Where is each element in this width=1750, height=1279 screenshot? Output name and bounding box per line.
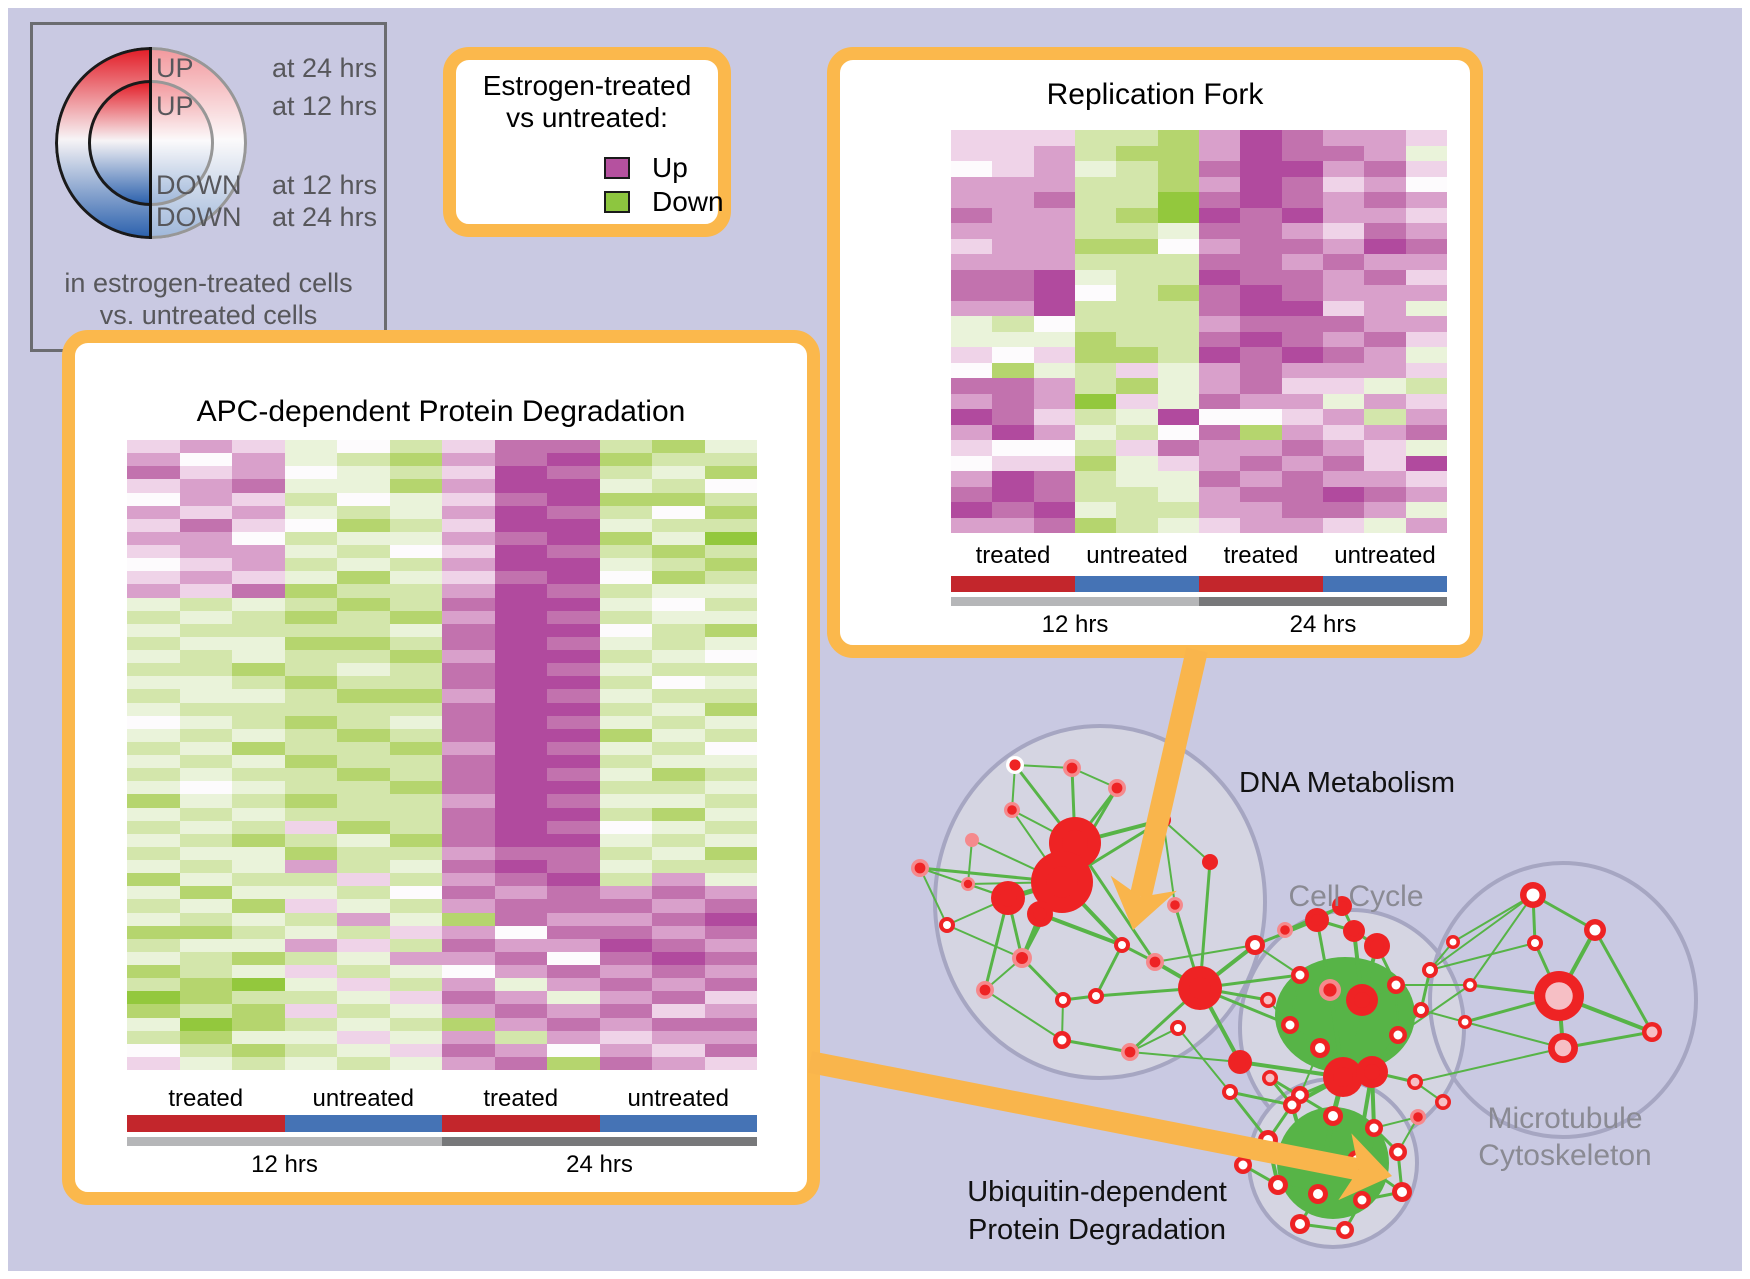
- apc-title: APC-dependent Protein Degradation: [196, 395, 686, 428]
- rf-group-labels: treated untreated treated untreated: [951, 542, 1447, 570]
- rf-time-labels: 12 hrs 24 hrs: [951, 611, 1447, 641]
- rf-group-treated-24: treated: [1223, 542, 1299, 569]
- rf-group-treated-12: treated: [975, 542, 1051, 569]
- ring-label-at24: at 24 hrs: [272, 53, 378, 83]
- ring-label-down12: DOWN: [156, 170, 242, 200]
- apc-group-treated-12: treated: [168, 1085, 244, 1112]
- replication-fork-panel: Replication Fork treated untreated treat…: [827, 47, 1483, 658]
- apc-time-bar: [127, 1137, 757, 1146]
- ring-label-at24b: at 24 hrs: [272, 202, 378, 232]
- apc-group-untreated-24: untreated: [627, 1085, 729, 1112]
- up-color-swatch: [604, 157, 630, 179]
- ring-label-at12b: at 12 hrs: [272, 170, 378, 200]
- ring-label-down24: DOWN: [156, 202, 242, 232]
- rf-group-untreated-12: untreated: [1086, 542, 1188, 569]
- apc-time-labels: 12 hrs 24 hrs: [127, 1151, 757, 1181]
- apc-group-untreated-12: untreated: [312, 1085, 414, 1112]
- estrogen-legend-title-line1: Estrogen-treated: [482, 70, 692, 101]
- legend-row-down: Down: [604, 186, 724, 217]
- rf-label-24hrs: 24 hrs: [1289, 611, 1357, 638]
- rf-group-untreated-24: untreated: [1334, 542, 1436, 569]
- rf-treatment-colorbar: [951, 576, 1447, 592]
- apc-panel: APC-dependent Protein Degradation treate…: [62, 330, 820, 1205]
- apc-group-treated-24: treated: [483, 1085, 559, 1112]
- up-label: Up: [652, 152, 688, 183]
- down-label: Down: [652, 186, 724, 217]
- apc-group-labels: treated untreated treated untreated: [127, 1085, 757, 1113]
- ring-faded-half: [151, 47, 247, 239]
- ring-caption-line1: in estrogen-treated cells: [64, 268, 353, 298]
- apc-treatment-colorbar: [127, 1115, 757, 1132]
- estrogen-legend-title: Estrogen-treated vs untreated:: [456, 70, 718, 134]
- ring-label-at12: at 12 hrs: [272, 91, 378, 121]
- ring-caption-line2: vs. untreated cells: [99, 300, 318, 330]
- estrogen-legend-panel: Estrogen-treated vs untreated: Up Down: [443, 47, 731, 237]
- ring-label-up24: UP: [156, 53, 194, 83]
- apc-label-12hrs: 12 hrs: [251, 1151, 318, 1178]
- replication-fork-heatmap: [951, 130, 1447, 533]
- ring-legend-box: UP at 24 hrs UP at 12 hrs DOWN at 12 hrs…: [30, 22, 387, 352]
- apc-label-24hrs: 24 hrs: [566, 1151, 633, 1178]
- ring-label-up12: UP: [156, 91, 194, 121]
- estrogen-legend-title-line2: vs untreated:: [506, 102, 668, 133]
- apc-heatmap: [127, 440, 757, 1070]
- rf-time-bar: [951, 597, 1447, 606]
- ring-divider-line: [149, 47, 152, 239]
- rf-label-12hrs: 12 hrs: [1041, 611, 1109, 638]
- replication-fork-title: Replication Fork: [1046, 78, 1264, 111]
- legend-row-up: Up: [604, 152, 688, 183]
- down-color-swatch: [604, 191, 630, 213]
